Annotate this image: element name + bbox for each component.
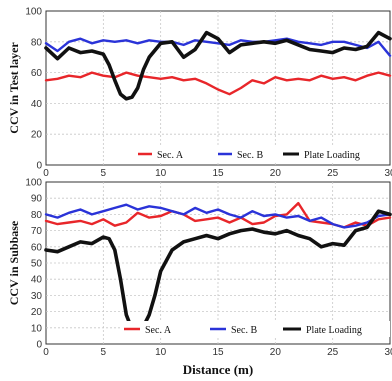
legend-label-sec-b: Sec. B — [231, 325, 257, 336]
test-layer-y-tick-40: 40 — [31, 99, 43, 110]
legend-label-plate-loading: Plate Loading — [304, 150, 360, 161]
test-layer-x-tick-20: 20 — [270, 168, 282, 179]
test-layer-legend-box — [128, 146, 386, 162]
x-axis-label: Distance (m) — [183, 362, 253, 377]
test-layer-tick-labels: 0 20 40 60 80 100 0 5 10 15 20 25 30 — [25, 7, 392, 180]
test-layer-legend: Sec. A Sec. B Plate Loading — [128, 146, 386, 162]
subbase-legend: Sec. A Sec. B Plate Loading — [120, 321, 390, 337]
test-layer-x-tick-25: 25 — [327, 168, 339, 179]
subbase-y-tick-50: 50 — [31, 259, 43, 270]
subbase-legend-box — [120, 321, 390, 337]
test-layer-y-tick-60: 60 — [31, 68, 43, 79]
subbase-y-tick-10: 10 — [31, 323, 43, 334]
test-layer-gridlines — [46, 11, 390, 165]
legend-label-sec-a: Sec. A — [157, 150, 184, 161]
subbase-y-tick-20: 20 — [31, 307, 43, 318]
subbase-x-tick-5: 5 — [101, 347, 107, 358]
subbase-y-tick-40: 40 — [31, 275, 43, 286]
test-layer-series-plate-loading — [44, 30, 392, 101]
test-layer-x-tick-5: 5 — [101, 168, 107, 179]
subbase-y-axis-label: CCV in Subbase — [7, 220, 21, 305]
legend-label-sec-b: Sec. B — [237, 150, 263, 161]
test-layer-y-tick-0: 0 — [36, 161, 42, 172]
subbase-series-sec-b — [44, 203, 392, 229]
subbase-y-tick-90: 90 — [31, 194, 43, 205]
subbase-series-plate-loading — [44, 209, 392, 332]
test-layer-series-sec-a — [44, 71, 392, 96]
subbase-tick-labels: 0 10 20 30 40 50 60 70 80 90 100 0 5 10 15 20 25 30 — [25, 178, 392, 359]
test-layer-y-tick-80: 80 — [31, 37, 43, 48]
test-layer-chart: 0 20 40 60 80 100 0 5 10 15 20 25 30 Sec. A Sec. B P… — [7, 7, 392, 180]
subbase-x-tick-0: 0 — [43, 347, 49, 358]
subbase-y-tick-100: 100 — [25, 178, 42, 189]
test-layer-y-axis-label: CCV in Test layer — [7, 42, 21, 134]
test-layer-x-tick-10: 10 — [155, 168, 167, 179]
test-layer-series-sec-b — [44, 37, 392, 57]
subbase-y-tick-80: 80 — [31, 210, 43, 221]
test-layer-y-tick-20: 20 — [31, 130, 43, 141]
test-layer-series — [44, 30, 392, 101]
subbase-x-tick-25: 25 — [327, 347, 339, 358]
subbase-series — [44, 201, 392, 332]
test-layer-x-tick-15: 15 — [212, 168, 224, 179]
subbase-y-tick-70: 70 — [31, 226, 43, 237]
test-layer-x-tick-30: 30 — [384, 168, 392, 179]
legend-label-sec-a: Sec. A — [145, 325, 172, 336]
legend-label-plate-loading: Plate Loading — [306, 325, 362, 336]
subbase-x-tick-15: 15 — [212, 347, 224, 358]
subbase-x-tick-30: 30 — [384, 347, 392, 358]
subbase-x-tick-10: 10 — [155, 347, 167, 358]
test-layer-x-tick-0: 0 — [43, 168, 49, 179]
subbase-y-tick-60: 60 — [31, 242, 43, 253]
test-layer-y-tick-100: 100 — [25, 7, 42, 18]
subbase-y-tick-0: 0 — [36, 340, 42, 351]
subbase-chart: 0 10 20 30 40 50 60 70 80 90 100 0 5 10 15 20 25 30 Sec. … — [7, 178, 392, 359]
subbase-x-tick-20: 20 — [270, 347, 282, 358]
subbase-y-tick-30: 30 — [31, 291, 43, 302]
